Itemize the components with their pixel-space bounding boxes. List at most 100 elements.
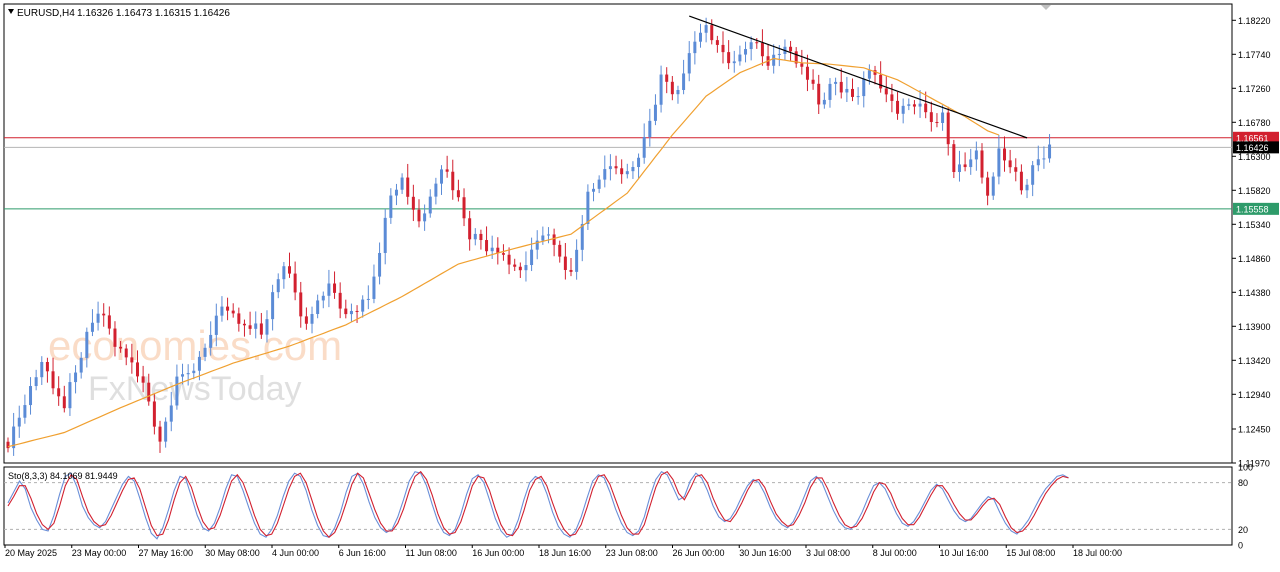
stochastic-tick-label: 20	[1238, 525, 1248, 535]
candle	[851, 78, 854, 102]
candle	[794, 47, 798, 68]
candle	[665, 67, 669, 94]
candle	[1008, 149, 1012, 174]
candle	[344, 299, 348, 319]
candle	[383, 208, 387, 265]
price-tick-label: 1.17740	[1238, 50, 1271, 60]
price-tick-label: 1.15820	[1238, 186, 1271, 196]
watermark-fxnewstoday: FxNewsToday	[88, 370, 302, 408]
candle	[282, 261, 286, 289]
candle	[310, 306, 314, 334]
candle	[575, 239, 579, 280]
candle	[608, 154, 612, 181]
candle	[1031, 160, 1035, 197]
level-label-support: 1.15558	[1236, 204, 1269, 214]
candle	[164, 417, 168, 448]
candle	[924, 91, 928, 119]
horizontal-levels	[4, 137, 1232, 210]
watermark-economies: economies.com	[48, 322, 342, 369]
time-tick-label: 23 May 00:00	[72, 548, 127, 558]
candle	[631, 161, 635, 179]
candle	[226, 297, 230, 321]
candle	[321, 291, 325, 309]
candle	[997, 134, 1001, 185]
candle	[181, 363, 185, 385]
candle	[676, 85, 680, 104]
moving-average-line	[7, 57, 1000, 448]
candle	[29, 377, 33, 415]
stochastic-signal-line	[7, 470, 1069, 538]
price-tick-label: 1.18220	[1238, 16, 1271, 26]
candle	[1048, 134, 1052, 163]
time-axis-labels: 20 May 2025 23 May 00:00 27 May 16:00 30 Ma…	[4, 545, 1122, 558]
candle	[715, 35, 719, 53]
candle	[642, 123, 646, 164]
candle	[327, 269, 331, 308]
candle	[693, 31, 697, 65]
candle	[580, 215, 584, 262]
candle	[135, 350, 139, 383]
time-tick-label: 4 Jun 00:00	[272, 548, 319, 558]
candle	[428, 189, 432, 218]
candle	[946, 106, 950, 156]
candle	[158, 420, 162, 453]
candle	[1042, 146, 1046, 169]
candle	[17, 405, 21, 438]
price-tick-label: 1.17260	[1238, 84, 1271, 94]
candle	[1025, 178, 1029, 199]
dropdown-triangle-icon[interactable]	[8, 9, 14, 14]
candle	[732, 50, 736, 73]
trendline	[689, 15, 1028, 139]
time-tick-label: 20 May 2025	[5, 548, 57, 558]
candle	[349, 303, 353, 322]
time-tick-label: 27 May 16:00	[139, 548, 194, 558]
candle	[963, 152, 967, 172]
price-tick-label: 1.12940	[1238, 390, 1271, 400]
candle	[637, 153, 641, 179]
candle	[935, 113, 939, 128]
time-tick-label: 16 Jun 00:00	[472, 548, 524, 558]
candle	[338, 282, 342, 319]
candle	[558, 240, 562, 263]
candle	[614, 155, 618, 175]
candle	[389, 188, 393, 224]
descending-trendline[interactable]	[689, 15, 1028, 139]
candle	[130, 343, 134, 374]
main-panel-frame	[3, 3, 1233, 464]
candle	[682, 59, 686, 95]
candle	[811, 69, 815, 90]
time-tick-label: 30 Jun 16:00	[739, 548, 791, 558]
candle	[85, 327, 89, 368]
scroll-marker-icon[interactable]	[1041, 5, 1051, 10]
candle	[856, 87, 860, 105]
candle	[378, 242, 382, 285]
candle	[986, 171, 990, 206]
candle	[744, 41, 748, 63]
candle	[214, 303, 218, 347]
time-tick-label: 26 Jun 00:00	[673, 548, 725, 558]
candle	[518, 262, 522, 278]
time-tick-label: 15 Jul 08:00	[1006, 548, 1055, 558]
candle	[563, 242, 567, 280]
candle	[496, 237, 500, 265]
candle	[569, 257, 573, 277]
candle	[152, 394, 156, 435]
candle	[113, 321, 117, 357]
candle	[271, 284, 275, 331]
candle	[507, 247, 511, 275]
candle	[400, 173, 404, 194]
candle	[749, 36, 753, 61]
candle	[355, 305, 359, 323]
candle	[333, 271, 337, 299]
candle	[969, 148, 973, 175]
candle	[659, 65, 663, 113]
stochastic-tick-label: 0	[1238, 541, 1243, 551]
candle	[237, 307, 241, 332]
candle	[23, 394, 27, 424]
candle	[845, 76, 849, 103]
candle	[361, 295, 365, 318]
candle	[411, 184, 415, 222]
candle	[698, 23, 702, 48]
candle	[896, 91, 900, 120]
candle	[51, 357, 55, 395]
